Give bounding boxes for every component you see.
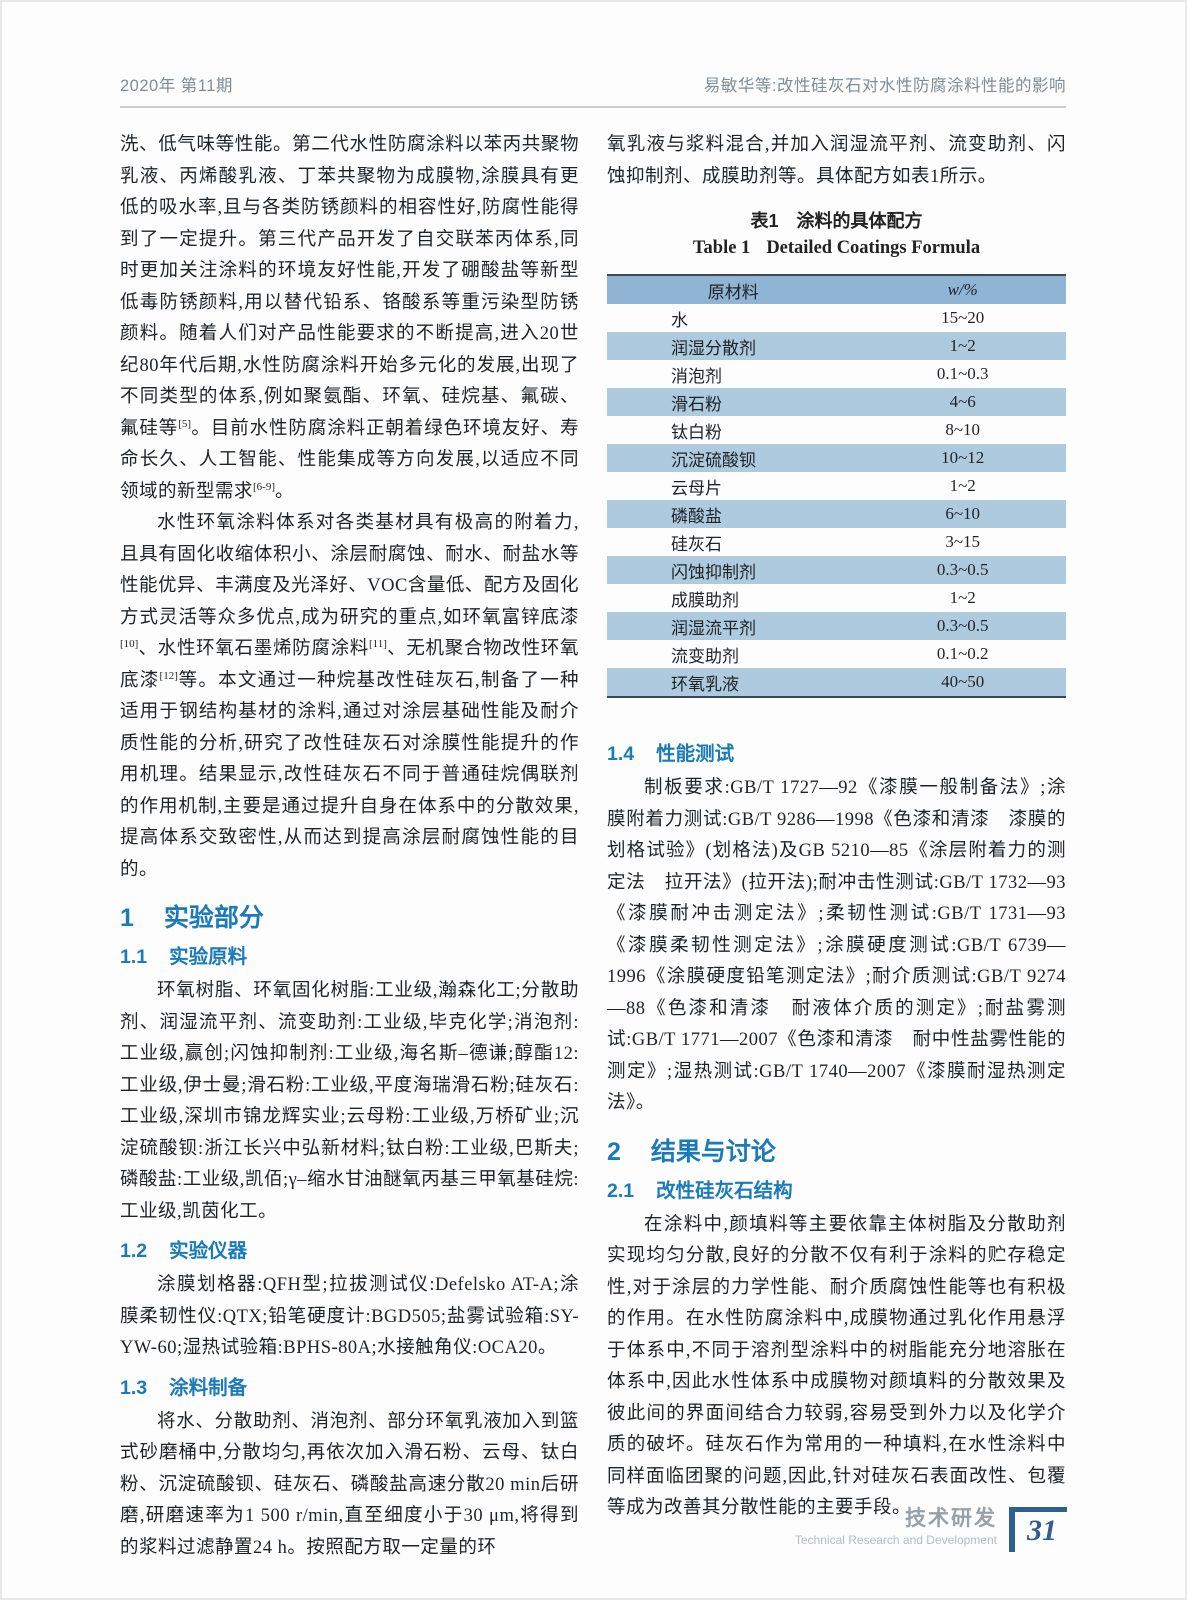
citation-marker: [10] xyxy=(120,637,139,650)
paragraph: 洗、低气味等性能。第二代水性防腐涂料以苯丙共聚物乳液、丙烯酸乳液、丁苯共聚物为成… xyxy=(120,135,579,502)
w-percent-cell: 3~15 xyxy=(945,532,981,551)
w-percent-cell: 15~20 xyxy=(941,308,985,327)
subsection-heading-instruments: 1.2 实验仪器 xyxy=(120,1237,579,1265)
table-row: 滑石粉 4~6 xyxy=(607,388,1066,416)
header-issue: 2020年 第11期 xyxy=(120,77,233,95)
table-row: 磷酸盐 6~10 xyxy=(607,500,1066,528)
table-row: 消泡剂 0.1~0.3 xyxy=(607,360,1066,388)
subsection-number: 1.4 xyxy=(607,743,635,765)
w-percent-cell: 40~50 xyxy=(941,672,985,691)
table-label-en: Table 1 xyxy=(692,238,751,258)
w-percent-cell: 1~2 xyxy=(949,588,976,607)
table-label-zh: 表1 xyxy=(750,211,779,231)
citation-marker: [12] xyxy=(159,669,178,682)
paragraph: 将水、分散助剂、消泡剂、部分环氧乳液加入到篮式砂磨桶中,分散均匀,再依次加入滑石… xyxy=(120,1411,579,1558)
table-row: 沉淀硫酸钡 10~12 xyxy=(607,444,1066,472)
table-row: 钛白粉 8~10 xyxy=(607,416,1066,444)
subsection-title: 实验仪器 xyxy=(169,1240,248,1262)
w-percent-cell: 1~2 xyxy=(949,476,976,495)
section-title: 结果与讨论 xyxy=(650,1137,776,1166)
subsection-number: 1.1 xyxy=(120,946,148,968)
material-cell: 硅灰石 xyxy=(671,534,722,554)
table-caption-en: Table 1 Detailed Coatings Formula xyxy=(607,235,1066,262)
table-row: 润湿分散剂 1~2 xyxy=(607,332,1066,360)
w-percent-cell: 4~6 xyxy=(949,392,976,411)
table-row: 云母片 1~2 xyxy=(607,472,1066,500)
formula-table: 原材料 w/% 水 15~20 润湿分散剂 1~2 消泡剂 0.1~0.3 滑石粉 4~6 钛白… xyxy=(607,274,1066,698)
table-row: 闪蚀抑制剂 0.3~0.5 xyxy=(607,556,1066,584)
subsection-heading-performance-test: 1.4 性能测试 xyxy=(607,740,1066,768)
table-caption-zh: 表1 涂料的具体配方 xyxy=(607,208,1066,235)
table-row: 成膜助剂 1~2 xyxy=(607,584,1066,612)
subsection-heading-coating-preparation: 1.3 涂料制备 xyxy=(120,1374,579,1402)
table-row: 水 15~20 xyxy=(607,304,1066,332)
subsection-title: 改性硅灰石结构 xyxy=(656,1179,793,1202)
table-title-en: Detailed Coatings Formula xyxy=(766,238,981,258)
material-cell: 钛白粉 xyxy=(671,422,722,442)
table-caption: 表1 涂料的具体配方 Table 1 Detailed Coatings Formu… xyxy=(607,208,1066,262)
paragraph: 在涂料中,颜填料等主要依靠主体树脂及分散助剂实现均匀分散,良好的分散不仅有利于涂… xyxy=(607,1214,1066,1519)
footer-section-en: Technical Research and Development xyxy=(794,1533,997,1547)
left-column: 洗、低气味等性能。第二代水性防腐涂料以苯丙共聚物乳液、丙烯酸乳液、丁苯共聚物为成… xyxy=(120,130,579,1564)
material-cell: 环氧乳液 xyxy=(671,674,739,694)
page-footer: 技术研发 Technical Research and Development … xyxy=(795,1507,1067,1552)
table-row: 润湿流平剂 0.3~0.5 xyxy=(607,612,1066,640)
section-number: 2 xyxy=(607,1137,621,1166)
footer-section-zh: 技术研发 xyxy=(905,1507,997,1530)
material-cell: 成膜助剂 xyxy=(671,590,739,610)
table-row: 流变助剂 0.1~0.2 xyxy=(607,640,1066,668)
page-number: 31 xyxy=(1009,1507,1067,1552)
material-cell: 润湿分散剂 xyxy=(671,338,756,358)
subsection-title: 性能测试 xyxy=(656,743,735,765)
section-heading-experiment: 1 实验部分 xyxy=(120,902,579,934)
citation-marker: [5] xyxy=(178,417,192,430)
w-percent-cell: 6~10 xyxy=(945,504,981,523)
citation-marker: [6-9] xyxy=(253,480,276,493)
paragraph: 环氧树脂、环氧固化树脂:工业级,瀚森化工;分散助剂、润湿流平剂、流变助剂:工业级… xyxy=(120,981,579,1222)
table-row: 环氧乳液 40~50 xyxy=(607,668,1066,697)
w-percent-cell: 0.1~0.2 xyxy=(936,644,989,663)
section-title: 实验部分 xyxy=(163,904,264,932)
subsection-title: 涂料制备 xyxy=(169,1376,248,1399)
col-header-w-percent: w/% xyxy=(859,275,1066,304)
material-cell: 流变助剂 xyxy=(671,646,739,666)
paragraph: 涂膜划格器:QFH型;拉拔测试仪:Defelsko AT-A;涂膜柔韧性仪:QT… xyxy=(120,1275,579,1358)
col-header-material: 原材料 xyxy=(607,275,860,304)
citation-marker: [11] xyxy=(369,637,387,650)
section-number: 1 xyxy=(120,904,134,932)
header-running-title: 易敏华等:改性硅灰石对水性防腐涂料性能的影响 xyxy=(703,77,1066,95)
subsection-heading-raw-materials: 1.1 实验原料 xyxy=(120,943,579,971)
paragraph: 制板要求:GB/T 1727—92《漆膜一般制备法》;涂膜附着力测试:GB/T … xyxy=(607,778,1066,1113)
material-cell: 闪蚀抑制剂 xyxy=(671,562,756,582)
table-title-zh: 涂料的具体配方 xyxy=(796,211,923,231)
w-percent-cell: 1~2 xyxy=(949,336,976,355)
w-percent-cell: 0.3~0.5 xyxy=(936,616,989,635)
w-percent-cell: 0.1~0.3 xyxy=(936,364,989,383)
subsection-number: 1.2 xyxy=(120,1240,148,1262)
w-percent-cell: 0.3~0.5 xyxy=(936,560,989,579)
material-cell: 水 xyxy=(671,310,688,330)
section-heading-results: 2 结果与讨论 xyxy=(607,1136,1066,1168)
material-cell: 云母片 xyxy=(671,478,722,498)
material-cell: 滑石粉 xyxy=(671,394,722,414)
w-percent-cell: 10~12 xyxy=(941,448,985,467)
footer-section-block: 技术研发 Technical Research and Development xyxy=(795,1507,997,1552)
right-column: 氧乳液与浆料混合,并加入润湿流平剂、流变助剂、闪蚀抑制剂、成膜助剂等。具体配方如… xyxy=(607,130,1066,1525)
table-header-row: 原材料 w/% xyxy=(607,275,1066,304)
material-cell: 消泡剂 xyxy=(671,366,722,386)
paragraph: 水性环氧涂料体系对各类基材具有极高的附着力,且具有固化收缩体积小、涂层耐腐蚀、耐… xyxy=(120,513,579,880)
table-row: 硅灰石 3~15 xyxy=(607,528,1066,556)
w-percent-cell: 8~10 xyxy=(945,420,981,439)
header-divider xyxy=(120,106,1066,108)
subsection-title: 实验原料 xyxy=(169,946,248,968)
running-header: 2020年 第11期 易敏华等:改性硅灰石对水性防腐涂料性能的影响 xyxy=(120,72,1066,96)
material-cell: 磷酸盐 xyxy=(671,506,722,526)
subsection-number: 1.3 xyxy=(120,1376,148,1399)
material-cell: 沉淀硫酸钡 xyxy=(671,450,756,470)
paragraph: 氧乳液与浆料混合,并加入润湿流平剂、流变助剂、闪蚀抑制剂、成膜助剂等。具体配方如… xyxy=(607,135,1066,187)
subsection-heading-modified-wollastonite: 2.1 改性硅灰石结构 xyxy=(607,1177,1066,1205)
subsection-number: 2.1 xyxy=(607,1179,635,1202)
material-cell: 润湿流平剂 xyxy=(671,618,756,638)
